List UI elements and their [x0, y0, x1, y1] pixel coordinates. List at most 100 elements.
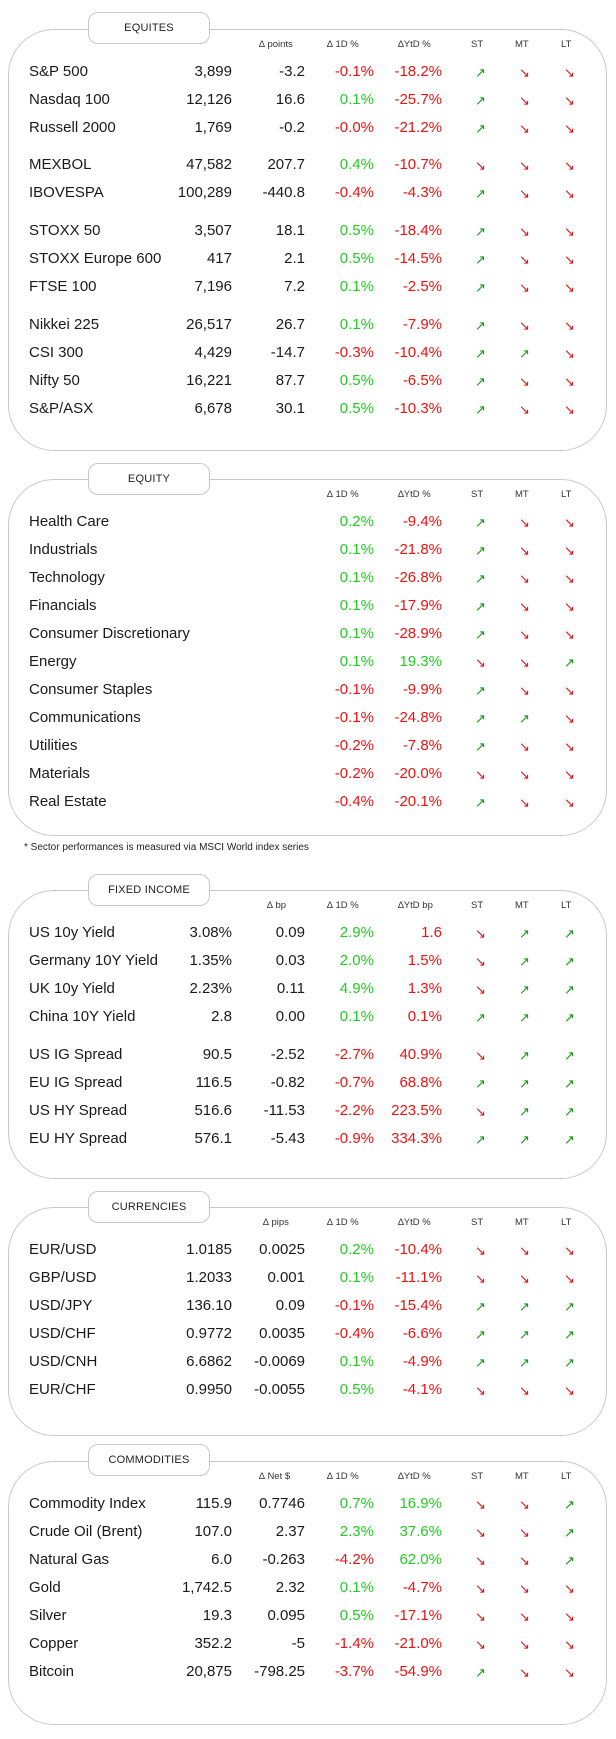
instrument-name: USD/JPY: [29, 1297, 93, 1314]
one-day-change: 0.5%: [339, 372, 374, 389]
trend-down-icon: ↘: [519, 1609, 530, 1624]
trend-up-icon: ↗: [475, 1299, 486, 1314]
header-lt: LT: [561, 1217, 572, 1228]
instrument-name: IBOVESPA: [29, 184, 104, 201]
table-row: Energy 0.1% 19.3% ↘ ↘ ↗: [9, 650, 606, 674]
ytd-change: -4.1%: [402, 1381, 442, 1398]
change-value: -0.2: [279, 119, 305, 136]
one-day-change: -0.1%: [334, 681, 374, 698]
instrument-name: Real Estate: [29, 793, 107, 810]
header-1d: ∆ 1D %: [327, 489, 359, 500]
change-value: 0.0025: [259, 1241, 305, 1258]
change-value: 0.0035: [259, 1325, 305, 1342]
instrument-name: Bitcoin: [29, 1663, 75, 1680]
one-day-change: 0.5%: [339, 222, 374, 239]
ytd-change: -10.4%: [394, 1241, 442, 1258]
instrument-name: Industrials: [29, 541, 98, 558]
one-day-change: -0.4%: [334, 184, 374, 201]
ytd-change: -25.7%: [394, 91, 442, 108]
trend-up-icon: ↗: [564, 655, 575, 670]
header-ytd: ∆YtD %: [398, 489, 431, 500]
header-points: ∆ points: [259, 39, 293, 50]
instrument-name: US HY Spread: [29, 1102, 128, 1119]
level-value: 1.0185: [186, 1241, 232, 1258]
trend-down-icon: ↘: [564, 186, 575, 201]
change-value: -0.0055: [254, 1381, 305, 1398]
trend-up-icon: ↗: [475, 1076, 486, 1091]
trend-down-icon: ↘: [519, 1581, 530, 1596]
equities-panel: ∆ points ∆ 1D % ∆YtD % ST MT LT S&P 500 3…: [8, 29, 607, 451]
trend-up-icon: ↗: [564, 1048, 575, 1063]
ytd-change: -6.5%: [402, 372, 442, 389]
ytd-change: -17.1%: [394, 1607, 442, 1624]
one-day-change: 0.1%: [339, 1353, 374, 1370]
instrument-name: Health Care: [29, 513, 110, 530]
table-row: IBOVESPA 100,289 -440.8 -0.4% -4.3% ↗ ↘ ↘: [9, 181, 606, 205]
table-row: EU HY Spread 576.1 -5.43 -0.9% 334.3% ↗ ↗ ↗: [9, 1127, 606, 1151]
trend-down-icon: ↘: [564, 1383, 575, 1398]
trend-up-icon: ↗: [564, 1497, 575, 1512]
one-day-change: -3.7%: [334, 1663, 374, 1680]
header-st: ST: [471, 1471, 484, 1482]
trend-up-icon: ↗: [564, 1327, 575, 1342]
trend-down-icon: ↘: [475, 1243, 486, 1258]
table-row: FTSE 100 7,196 7.2 0.1% -2.5% ↗ ↘ ↘: [9, 275, 606, 299]
instrument-name: Utilities: [29, 737, 78, 754]
trend-down-icon: ↘: [564, 739, 575, 754]
table-row: S&P 500 3,899 -3.2 -0.1% -18.2% ↗ ↘ ↘: [9, 60, 606, 84]
table-row: Commodity Index 115.9 0.7746 0.7% 16.9% ↘ ↘ ↗: [9, 1492, 606, 1516]
equity-panel: ∆ 1D % ∆YtD % ST MT LT Health Care 0.2% -9…: [8, 479, 607, 836]
header-1d: ∆ 1D %: [327, 1217, 359, 1228]
level-value: 107.0: [194, 1523, 232, 1540]
tab-equities: EQUITES: [88, 12, 210, 44]
sector-footnote: * Sector performances is measured via MS…: [24, 842, 309, 853]
trend-up-icon: ↗: [519, 1076, 530, 1091]
instrument-name: Russell 2000: [29, 119, 116, 136]
instrument-name: S&P 500: [29, 63, 88, 80]
ytd-change: 0.1%: [407, 1008, 442, 1025]
one-day-change: 0.4%: [339, 156, 374, 173]
trend-up-icon: ↗: [475, 571, 486, 586]
level-value: 7,196: [194, 278, 232, 295]
trend-down-icon: ↘: [519, 158, 530, 173]
trend-down-icon: ↘: [519, 252, 530, 267]
header-1d: ∆ 1D %: [327, 39, 359, 50]
trend-up-icon: ↗: [519, 346, 530, 361]
trend-up-icon: ↗: [519, 982, 530, 997]
trend-down-icon: ↘: [475, 1637, 486, 1652]
trend-up-icon: ↗: [475, 346, 486, 361]
header-mt: MT: [515, 1471, 529, 1482]
header-1d: ∆ 1D %: [327, 1471, 359, 1482]
instrument-name: Nikkei 225: [29, 316, 100, 333]
trend-down-icon: ↘: [475, 1497, 486, 1512]
header-pips: ∆ pips: [263, 1217, 289, 1228]
table-row: Crude Oil (Brent) 107.0 2.37 2.3% 37.6% ↘ ↘ ↗: [9, 1520, 606, 1544]
trend-down-icon: ↘: [519, 318, 530, 333]
change-value: -0.263: [262, 1551, 305, 1568]
ytd-change: 1.3%: [407, 980, 442, 997]
one-day-change: -0.3%: [334, 344, 374, 361]
change-value: -5.43: [270, 1130, 305, 1147]
instrument-name: Materials: [29, 765, 90, 782]
one-day-change: 0.1%: [339, 625, 374, 642]
one-day-change: -0.2%: [334, 765, 374, 782]
level-value: 116.5: [195, 1074, 232, 1091]
change-value: 0.09: [275, 1297, 305, 1314]
level-value: 115.9: [195, 1495, 232, 1512]
ytd-change: 1.6: [421, 924, 442, 941]
trend-up-icon: ↗: [519, 1327, 530, 1342]
change-value: -2.52: [270, 1046, 305, 1063]
header-st: ST: [471, 39, 484, 50]
one-day-change: 0.1%: [339, 1269, 374, 1286]
level-value: 6.6862: [186, 1353, 232, 1370]
trend-down-icon: ↘: [519, 1271, 530, 1286]
table-row: CSI 300 4,429 -14.7 -0.3% -10.4% ↗ ↗ ↘: [9, 341, 606, 365]
trend-down-icon: ↘: [475, 1048, 486, 1063]
instrument-name: GBP/USD: [29, 1269, 97, 1286]
table-row: US 10y Yield 3.08% 0.09 2.9% 1.6 ↘ ↗ ↗: [9, 921, 606, 945]
table-row: Financials 0.1% -17.9% ↗ ↘ ↘: [9, 594, 606, 618]
change-value: 207.7: [267, 156, 305, 173]
one-day-change: -0.4%: [334, 793, 374, 810]
one-day-change: -0.1%: [334, 1297, 374, 1314]
level-value: 20,875: [186, 1663, 232, 1680]
